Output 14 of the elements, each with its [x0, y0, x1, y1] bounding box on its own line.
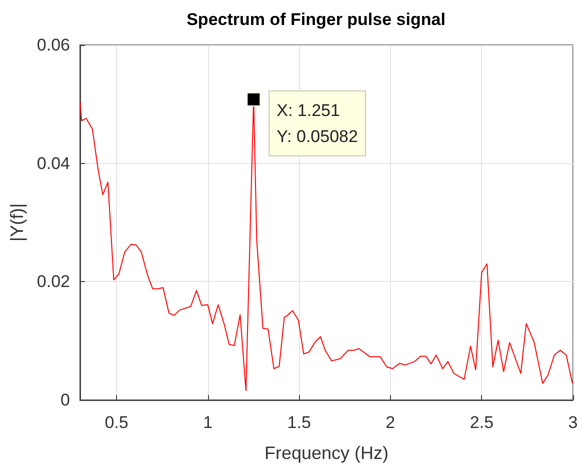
y-tick-label: 0.06	[36, 36, 70, 54]
y-tick-label: 0.04	[36, 154, 70, 173]
annotation: X: 1.251 Y: 0.05082	[276, 100, 358, 146]
x-tick-label: 0.5	[104, 413, 128, 432]
x-tick-label: 2.5	[470, 413, 494, 432]
chart-title: Spectrum of Finger pulse signal	[186, 10, 446, 29]
y-tick-label: 0.02	[36, 272, 70, 292]
x-tick-label: 2	[386, 413, 396, 432]
y-axis-title: |Y(f)|	[7, 203, 27, 242]
x-axis-title: Frequency (Hz)	[264, 443, 389, 463]
y-tick-label: 0	[60, 390, 70, 410]
x-tick-label: 1.5	[287, 413, 311, 432]
x-tick-label: 3	[568, 413, 578, 432]
x-tick-label: 1	[203, 413, 213, 432]
